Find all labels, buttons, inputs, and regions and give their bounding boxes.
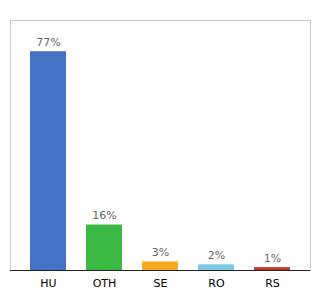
svg-text:3%: 3% bbox=[152, 246, 169, 259]
svg-text:1%: 1% bbox=[264, 252, 281, 265]
svg-text:HU: HU bbox=[40, 277, 56, 290]
svg-text:OTH: OTH bbox=[93, 277, 117, 290]
svg-text:RO: RO bbox=[208, 277, 225, 290]
svg-text:16%: 16% bbox=[92, 209, 116, 222]
svg-text:RS: RS bbox=[265, 277, 280, 290]
svg-text:2%: 2% bbox=[208, 249, 225, 262]
svg-text:77%: 77% bbox=[36, 36, 60, 49]
svg-text:SE: SE bbox=[154, 277, 168, 290]
